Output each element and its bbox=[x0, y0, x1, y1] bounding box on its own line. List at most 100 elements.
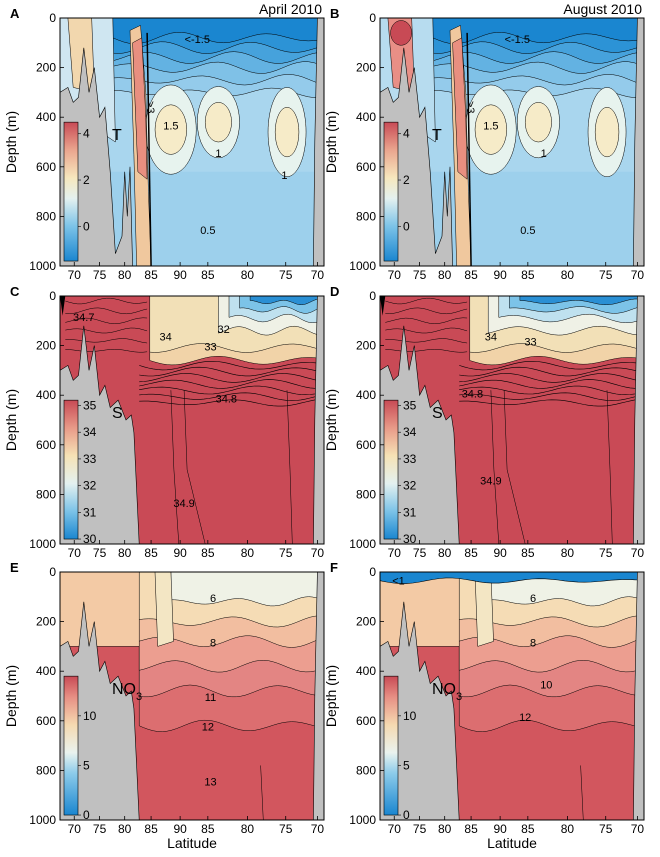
colorbar-tick-label: 35 bbox=[83, 399, 97, 413]
y-tick-label: 200 bbox=[356, 615, 376, 629]
contour-line bbox=[459, 385, 644, 396]
colorbar-tick-label: 0 bbox=[83, 808, 90, 822]
y-axis-label: Depth (m) bbox=[323, 111, 339, 173]
x-tick-label: 85 bbox=[201, 822, 215, 836]
contour-label: 34.8 bbox=[216, 394, 237, 406]
contour-label: 1 bbox=[541, 148, 547, 160]
contour-label: 32 bbox=[218, 324, 230, 336]
contour-label: 33 bbox=[204, 342, 216, 354]
x-tick-label: 70 bbox=[311, 268, 325, 282]
contour-core bbox=[274, 107, 300, 158]
y-tick-label: 1000 bbox=[29, 813, 56, 827]
contour-line bbox=[459, 398, 644, 407]
surface-depleted bbox=[380, 572, 644, 584]
x-tick-label: 85 bbox=[144, 822, 158, 836]
contour-line bbox=[606, 390, 613, 544]
column-title: April 2010 bbox=[259, 1, 322, 17]
colorbar bbox=[63, 675, 79, 816]
contour-line bbox=[385, 349, 468, 353]
y-tick-label: 0 bbox=[369, 289, 376, 303]
x-tick-label: 90 bbox=[173, 268, 187, 282]
contour-label: 6 bbox=[210, 593, 216, 605]
plot-frame bbox=[379, 295, 645, 545]
contour-line bbox=[286, 390, 293, 544]
y-axis-label: Depth (m) bbox=[323, 389, 339, 451]
y-tick-label: 200 bbox=[36, 339, 56, 353]
x-tick-label: 70 bbox=[631, 268, 645, 282]
variable-label: T bbox=[112, 127, 122, 144]
contour-band bbox=[519, 296, 644, 305]
variable-label: S bbox=[112, 405, 123, 422]
x-tick-label: 80 bbox=[561, 268, 575, 282]
colorbar-tick-label: 5 bbox=[83, 758, 90, 772]
x-tick-label: 70 bbox=[388, 822, 402, 836]
panel-letter: A bbox=[10, 6, 20, 21]
y-tick-label: 400 bbox=[356, 388, 376, 402]
contour-line bbox=[139, 379, 324, 389]
y-tick-label: 1000 bbox=[349, 813, 376, 827]
variable-label: NO3 bbox=[432, 681, 462, 703]
contour-line bbox=[385, 297, 468, 305]
colorbar-tick-label: 5 bbox=[403, 758, 410, 772]
variable-label: T bbox=[432, 127, 442, 144]
x-tick-label: 70 bbox=[68, 822, 82, 836]
y-tick-label: 800 bbox=[36, 763, 56, 777]
colorbar-tick-label: 34 bbox=[403, 425, 417, 439]
contour-label: 34.8 bbox=[462, 389, 483, 401]
x-tick-label: 90 bbox=[493, 268, 507, 282]
y-tick-label: 1000 bbox=[349, 259, 376, 273]
y-axis-label: Depth (m) bbox=[3, 389, 19, 451]
contour-label: 8 bbox=[530, 637, 536, 649]
x-tick-label: 90 bbox=[493, 822, 507, 836]
x-tick-label: 75 bbox=[599, 822, 613, 836]
variable-label: NO3 bbox=[112, 681, 142, 703]
contour-core bbox=[204, 102, 232, 143]
y-tick-label: 800 bbox=[356, 763, 376, 777]
contour-label: <-1.5 bbox=[185, 34, 210, 46]
contour-label: 12 bbox=[519, 712, 531, 724]
panel-letter: D bbox=[330, 284, 339, 299]
colorbar-tick-label: 0 bbox=[403, 808, 410, 822]
contour-line bbox=[139, 366, 324, 377]
shelf-hot bbox=[390, 20, 412, 46]
colorbar-tick-label: 10 bbox=[83, 709, 97, 723]
y-tick-label: 600 bbox=[36, 160, 56, 174]
y-tick-label: 0 bbox=[369, 565, 376, 579]
x-tick-label: 75 bbox=[93, 268, 107, 282]
y-tick-label: 800 bbox=[356, 487, 376, 501]
y-tick-label: 0 bbox=[369, 11, 376, 25]
contour-label: 13 bbox=[204, 776, 216, 788]
contour-label: 1.5 bbox=[483, 121, 498, 133]
x-tick-label: 80 bbox=[241, 268, 255, 282]
contour-line bbox=[459, 392, 644, 401]
x-tick-label: 75 bbox=[413, 546, 427, 560]
x-axis-label: Latitude bbox=[167, 835, 217, 851]
colorbar-tick-label: 30 bbox=[403, 532, 417, 546]
contour-line bbox=[139, 385, 324, 396]
contour-label: 8 bbox=[210, 637, 216, 649]
contour-label: 34.7 bbox=[73, 312, 94, 324]
x-tick-label: 80 bbox=[118, 268, 132, 282]
y-axis-label: Depth (m) bbox=[3, 665, 19, 727]
y-tick-label: 600 bbox=[356, 714, 376, 728]
contour-line bbox=[459, 379, 644, 389]
contour-label: 0.5 bbox=[520, 225, 535, 237]
contour-band bbox=[249, 296, 324, 305]
contour-line bbox=[503, 390, 526, 544]
x-tick-label: 85 bbox=[521, 546, 535, 560]
colorbar-tick-label: 32 bbox=[83, 479, 97, 493]
x-tick-label: 85 bbox=[144, 546, 158, 560]
colorbar-tick-label: 35 bbox=[403, 399, 417, 413]
x-tick-label: 80 bbox=[561, 822, 575, 836]
x-tick-label: 80 bbox=[241, 546, 255, 560]
colorbar-tick-label: 2 bbox=[83, 173, 90, 187]
x-tick-label: 85 bbox=[464, 546, 478, 560]
y-tick-label: 1000 bbox=[29, 259, 56, 273]
contour-band bbox=[154, 572, 174, 647]
contour-band bbox=[170, 572, 324, 607]
y-tick-label: 600 bbox=[36, 438, 56, 452]
colorbar-tick-label: 4 bbox=[403, 127, 410, 141]
y-axis-label: Depth (m) bbox=[323, 665, 339, 727]
x-tick-label: 85 bbox=[521, 822, 535, 836]
